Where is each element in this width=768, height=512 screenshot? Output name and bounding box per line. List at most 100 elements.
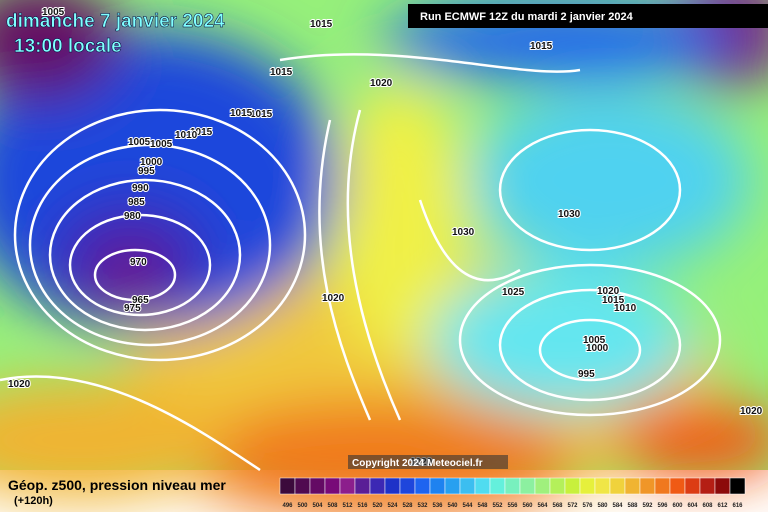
isobar-label: 1015	[230, 108, 253, 119]
legend-label: 588	[627, 503, 638, 509]
isobar-label: 1005	[42, 7, 65, 18]
legend-swatch	[534, 477, 551, 495]
legend-label: 508	[327, 503, 338, 509]
isobar-label: 1030	[452, 227, 475, 238]
legend-swatch	[729, 477, 746, 495]
run-label: Run ECMWF 12Z du mardi 2 janvier 2024	[420, 11, 634, 23]
legend-swatch	[279, 477, 296, 495]
legend-label: 608	[702, 503, 713, 509]
isobar-label: 985	[128, 197, 145, 208]
legend-label: 580	[597, 503, 608, 509]
map-title: dimanche 7 janvier 2024	[6, 11, 225, 32]
legend-swatch	[369, 477, 386, 495]
legend-label: 532	[417, 503, 428, 509]
isobar-label: 980	[124, 211, 141, 222]
legend: 496 500 504 508 512 516 520 524 528 532 536 540 544 5…	[279, 477, 746, 509]
legend-swatch	[339, 477, 356, 495]
legend-label: 576	[582, 503, 593, 509]
legend-label: 536	[432, 503, 443, 509]
legend-label: 592	[642, 503, 653, 509]
legend-swatch	[324, 477, 341, 495]
isobar-label: 995	[138, 166, 155, 177]
legend-swatch	[429, 477, 446, 495]
legend-swatch	[504, 477, 521, 495]
legend-swatch	[354, 477, 371, 495]
isobar-label: 1000	[586, 343, 609, 354]
legend-label: 516	[357, 503, 368, 509]
legend-swatch	[384, 477, 401, 495]
isobar-label-layer: 1005101510151015102010151015101510051010…	[7, 6, 764, 469]
isobar-label: 1005	[583, 335, 606, 346]
legend-label: 572	[567, 503, 578, 509]
legend-swatch	[459, 477, 476, 495]
legend-swatch	[714, 477, 731, 495]
legend-label: 584	[612, 503, 623, 509]
copyright-box	[348, 455, 508, 469]
legend-label: 548	[477, 503, 488, 509]
legend-swatch	[684, 477, 701, 495]
legend-label: 528	[402, 503, 413, 509]
legend-swatch	[639, 477, 656, 495]
isobar-label: 1015	[602, 295, 625, 306]
legend-label: 612	[717, 503, 728, 509]
isobar-label: 1020	[322, 293, 345, 304]
isobar-label: 1005	[150, 139, 173, 150]
footer-lead: (+120h)	[14, 495, 53, 507]
isobar-label: 1020	[370, 78, 393, 89]
isobar-label: 1010	[614, 303, 637, 314]
legend-swatch	[309, 477, 326, 495]
legend-swatch	[444, 477, 461, 495]
isobar-label: 1000	[140, 157, 163, 168]
legend-swatch	[489, 477, 506, 495]
legend-label: 512	[342, 503, 353, 509]
legend-swatch	[654, 477, 671, 495]
legend-swatch	[414, 477, 431, 495]
isobar-label: 970	[130, 257, 147, 268]
isobar-label: 975	[124, 303, 141, 314]
map-time: 13:00 locale	[14, 36, 122, 57]
isobar-label: 990	[132, 183, 149, 194]
legend-swatch	[699, 477, 716, 495]
legend-swatch	[519, 477, 536, 495]
isobar-label: 1005	[128, 137, 151, 148]
legend-swatch	[609, 477, 626, 495]
legend-label: 596	[657, 503, 668, 509]
legend-swatch	[564, 477, 581, 495]
isobar-label: 1010	[175, 130, 198, 141]
legend-label: 564	[537, 503, 548, 509]
legend-swatch	[594, 477, 611, 495]
isobar-label: 1020	[740, 406, 763, 417]
legend-swatch	[294, 477, 311, 495]
legend-label: 520	[372, 503, 383, 509]
legend-label: 540	[447, 503, 458, 509]
legend-label: 524	[387, 503, 398, 509]
isobar-label: 1015	[250, 109, 273, 120]
isobar-label: 1020	[8, 379, 31, 390]
footer-title: Géop. z500, pression niveau mer	[8, 477, 226, 493]
legend-label: 600	[672, 503, 683, 509]
isobar-label: 1015	[190, 127, 213, 138]
legend-label: 616	[732, 503, 743, 509]
isobar-label: 1020	[597, 286, 620, 297]
legend-swatch	[624, 477, 641, 495]
isobars	[0, 53, 722, 472]
legend-label: 544	[462, 503, 473, 509]
legend-swatch	[579, 477, 596, 495]
legend-label: 496	[282, 503, 293, 509]
legend-swatch	[474, 477, 491, 495]
legend-label: 500	[297, 503, 308, 509]
legend-label: 504	[312, 503, 323, 509]
legend-label: 552	[492, 503, 503, 509]
isobar-label: 995	[578, 369, 595, 380]
legend-label: 604	[687, 503, 698, 509]
legend-swatch	[549, 477, 566, 495]
isobar-label: 1025	[502, 287, 525, 298]
legend-swatch	[399, 477, 416, 495]
isobar-label: 1015	[270, 67, 293, 78]
legend-label: 568	[552, 503, 563, 509]
isobar-label: 1015	[310, 19, 333, 30]
isobar-label: 965	[132, 295, 149, 306]
